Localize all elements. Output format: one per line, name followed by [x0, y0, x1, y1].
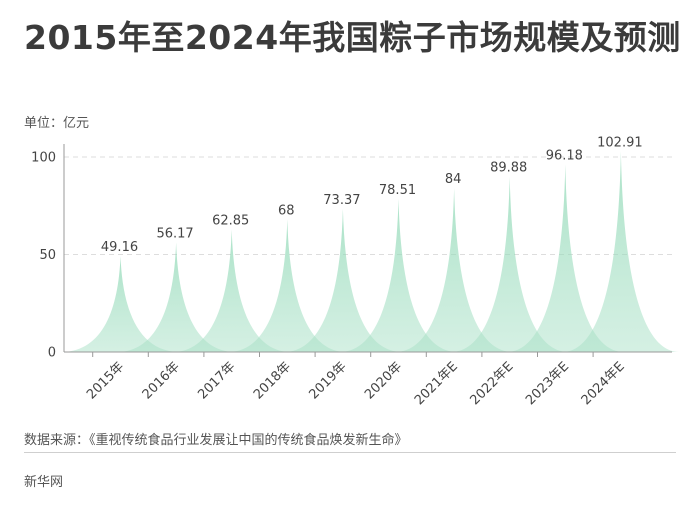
x-tick-label: 2023年E: [523, 359, 572, 408]
data-label: 68: [278, 203, 295, 218]
x-tick-label: 2015年: [84, 359, 127, 402]
market-size-chart: 0 50 100 49.16 2015年 56.17 2016年 62.85 2017年 68 2…: [31, 135, 679, 408]
data-label: 62.85: [212, 213, 249, 228]
data-label: 73.37: [323, 193, 360, 208]
x-tick-label: 2016年: [140, 359, 183, 402]
data-label: 89.88: [490, 161, 527, 176]
bar-peak: [562, 151, 679, 352]
x-tick-label: 2017年: [195, 359, 238, 402]
unit-label: 单位：亿元: [24, 116, 90, 131]
x-tick-label: 2024年E: [579, 359, 628, 408]
y-tick-label: 0: [48, 346, 56, 361]
brand-name: 新华网: [24, 475, 64, 490]
x-tick-label: 2021年E: [412, 359, 461, 408]
data-label: 78.51: [379, 183, 416, 198]
grid-layer: [64, 156, 672, 255]
bar-peak: [229, 219, 346, 352]
bar-peak: [340, 198, 457, 352]
y-tick-label: 50: [39, 248, 56, 263]
bar-peak: [396, 188, 513, 352]
bar-peak: [507, 164, 624, 352]
x-tick-label: 2022年E: [468, 359, 517, 408]
bar-peak: [451, 176, 568, 352]
bar-peak: [118, 242, 235, 352]
bar-peak: [173, 229, 290, 352]
divider: [24, 452, 676, 453]
data-label: 49.16: [101, 240, 138, 255]
data-label: 96.18: [546, 148, 583, 163]
x-tick-label: 2018年: [251, 359, 294, 402]
area-layer: [62, 151, 679, 352]
data-label: 56.17: [156, 226, 193, 241]
y-tick-label: 100: [31, 151, 56, 166]
data-label: 102.91: [597, 135, 643, 150]
x-tick-label: 2020年: [362, 359, 405, 402]
bar-peak: [284, 208, 401, 352]
axis-layer: 0 50 100: [31, 144, 672, 361]
source-note: 数据来源：《重视传统食品行业发展让中国的传统食品焕发新生命》: [24, 433, 408, 448]
data-label: 84: [445, 172, 462, 187]
x-tick-label: 2019年: [307, 359, 350, 402]
bar-peak: [62, 256, 179, 352]
chart-title: 2015年至2024年我国粽子市场规模及预测: [24, 18, 681, 57]
